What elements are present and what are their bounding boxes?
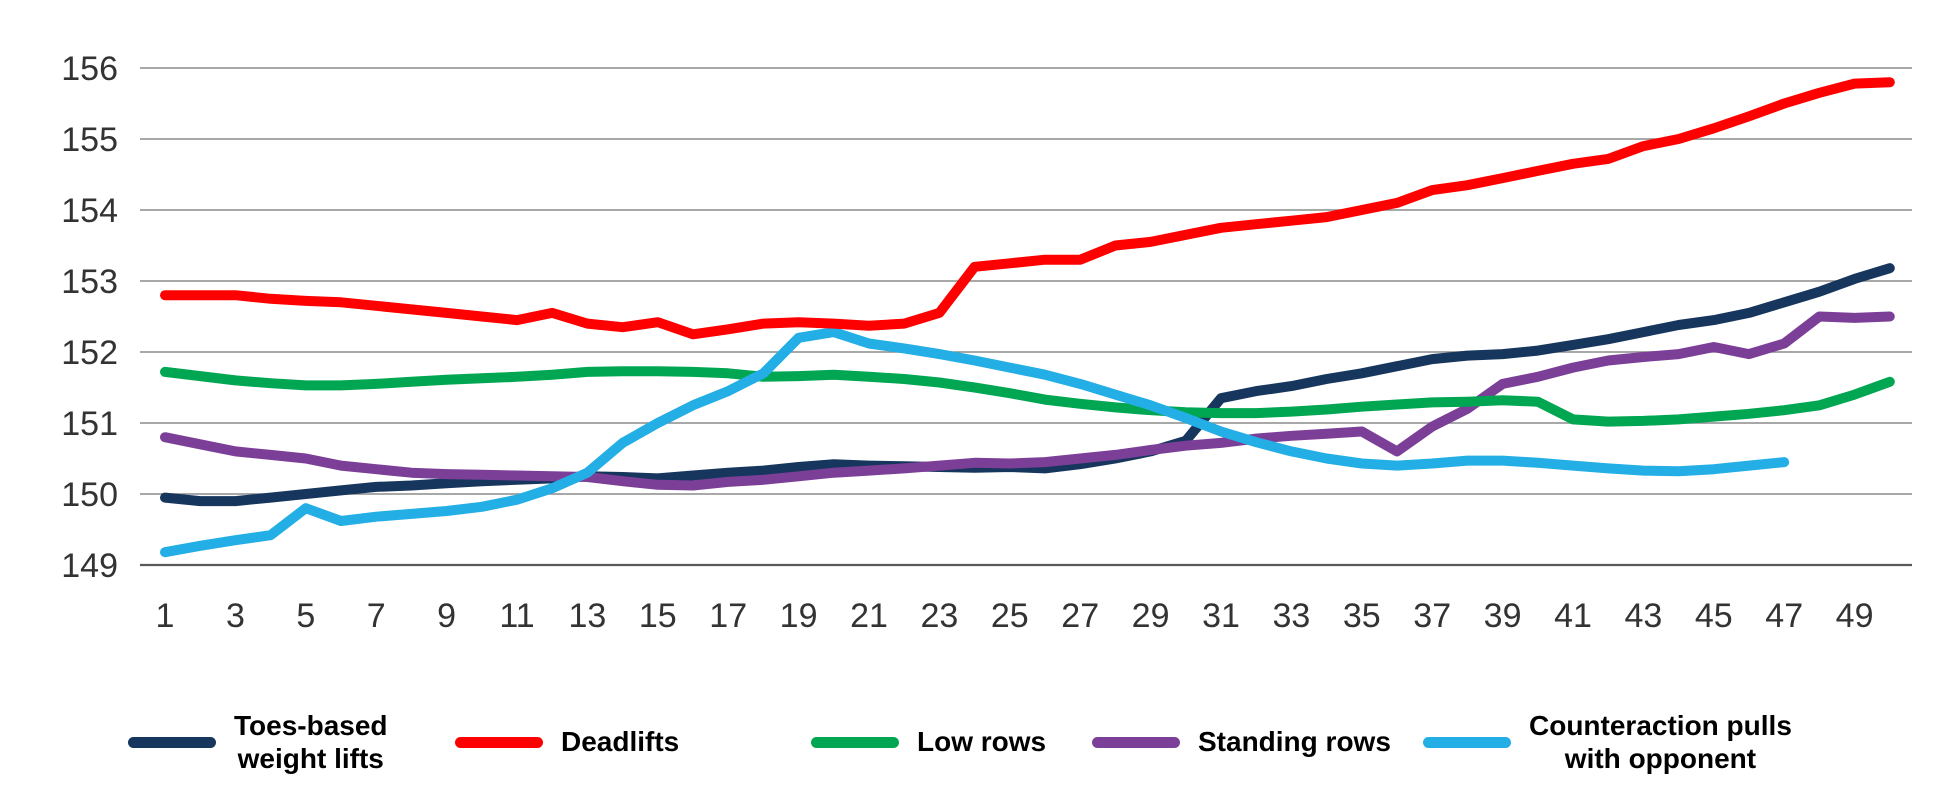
x-axis-tick-label: 3 [226, 597, 245, 635]
legend-entry: Counteraction pulls with opponent [1423, 688, 1792, 796]
y-axis-tick-label: 150 [61, 476, 118, 514]
legend-label: Standing rows [1198, 726, 1391, 758]
x-axis-tick-label: 11 [499, 597, 534, 635]
x-axis-tick-label: 41 [1554, 597, 1592, 635]
legend-label: Low rows [917, 726, 1047, 758]
legend-label: Toes-based weight lifts [234, 709, 388, 774]
x-axis-tick-label: 39 [1484, 597, 1522, 635]
x-axis-tick-label: 1 [156, 597, 175, 635]
series-line-standing-rows [160, 311, 1895, 491]
x-axis-tick-label: 23 [920, 597, 958, 635]
legend-entry: Toes-based weight lifts [128, 688, 388, 796]
y-axis-tick-label: 151 [61, 405, 118, 443]
x-axis-tick-label: 45 [1695, 597, 1733, 635]
x-axis-tick-label: 13 [568, 597, 606, 635]
x-axis-tick-label: 35 [1343, 597, 1381, 635]
x-axis-tick-label: 25 [991, 597, 1029, 635]
x-axis-tick-label: 37 [1413, 597, 1451, 635]
x-axis-tick-label: 17 [709, 597, 747, 635]
legend-color-swatch [1423, 736, 1511, 748]
legend-label: Counteraction pulls with opponent [1529, 709, 1792, 774]
legend-entry: Standing rows [1092, 688, 1391, 796]
x-axis-tick-label: 19 [780, 597, 818, 635]
legend-color-swatch [455, 736, 543, 748]
x-axis-tick-label: 27 [1061, 597, 1099, 635]
y-axis-tick-label: 154 [61, 192, 118, 230]
x-axis-tick-label: 49 [1836, 597, 1874, 635]
legend-entry: Low rows [811, 688, 1046, 796]
y-axis-tick-label: 153 [61, 263, 118, 301]
chart-legend: Toes-based weight lifts Deadlifts Low rows… [0, 688, 1939, 796]
legend-color-swatch [811, 736, 899, 748]
y-axis-tick-label: 155 [61, 121, 118, 159]
legend-color-swatch [1092, 736, 1180, 748]
y-axis-tick-label: 149 [61, 547, 118, 585]
x-axis-tick-label: 31 [1202, 597, 1240, 635]
x-axis-tick-label: 43 [1624, 597, 1662, 635]
x-axis-tick-label: 9 [437, 597, 456, 635]
y-axis-tick-label: 152 [61, 334, 118, 372]
x-axis-tick-label: 7 [367, 597, 386, 635]
x-axis-tick-label: 33 [1272, 597, 1310, 635]
series-line-low-rows [160, 366, 1895, 427]
x-axis-tick-label: 21 [850, 597, 888, 635]
x-axis-tick-label: 29 [1132, 597, 1170, 635]
x-axis-tick-label: 15 [639, 597, 677, 635]
legend-entry: Deadlifts [455, 688, 679, 796]
y-axis-tick-label: 156 [61, 50, 118, 88]
legend-color-swatch [128, 736, 216, 748]
x-axis-tick-label: 47 [1765, 597, 1803, 635]
legend-label: Deadlifts [561, 726, 680, 758]
x-axis-tick-label: 5 [296, 597, 315, 635]
series-line-counteraction-pulls-with-opponent [160, 327, 1790, 558]
series-line-deadlifts [160, 77, 1895, 340]
